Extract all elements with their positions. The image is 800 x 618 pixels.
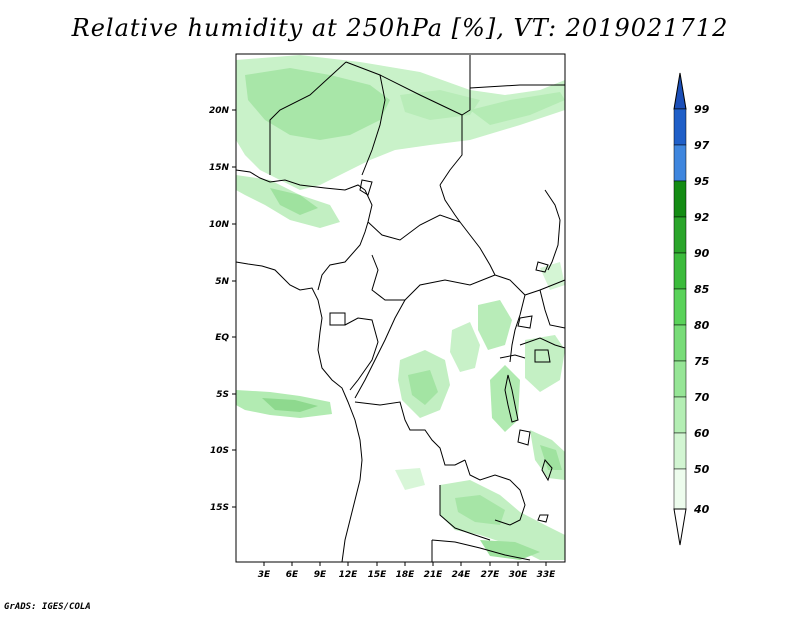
lat-label: 20N (209, 106, 230, 116)
colorbar-top-arrow (673, 72, 687, 110)
lat-axis (232, 109, 236, 508)
colorbar: 99 97 95 92 90 85 80 75 70 60 50 40 (673, 72, 710, 546)
map-title: Relative humidity at 250hPa [%], VT: 201… (71, 14, 729, 42)
colorbar-segment (673, 108, 687, 146)
colorbar-label: 60 (694, 427, 710, 440)
colorbar-bottom-arrow (673, 508, 687, 546)
lon-label: 3E (258, 570, 271, 580)
colorbar-label: 70 (694, 391, 710, 404)
colorbar-segment (673, 144, 687, 182)
country-borders (235, 55, 566, 563)
colorbar-segment (673, 216, 687, 254)
lat-labels: 20N 15N 10N 5N EQ 5S 10S 15S (209, 106, 230, 513)
lon-label: 33E (537, 570, 557, 580)
lon-label: 9E (314, 570, 327, 580)
colorbar-segment (673, 288, 687, 326)
colorbar-label: 80 (694, 319, 710, 332)
lon-label: 24E (452, 570, 472, 580)
colorbar-label: 50 (694, 463, 710, 476)
colorbar-segment (673, 180, 687, 218)
colorbar-segment (673, 360, 687, 398)
colorbar-label: 90 (694, 247, 710, 260)
colorbar-segment (673, 396, 687, 434)
grads-credit: GrADS: IGES/COLA (4, 602, 91, 612)
lon-label: 21E (424, 570, 444, 580)
lat-label: 5S (216, 390, 229, 400)
lon-axis (263, 562, 547, 566)
lakes (359, 179, 553, 523)
lon-label: 12E (339, 570, 359, 580)
lat-label: 10S (210, 446, 229, 456)
humidity-shading (236, 55, 565, 560)
lat-label: 15N (209, 163, 230, 173)
colorbar-label: 75 (694, 355, 710, 368)
colorbar-label: 40 (693, 503, 710, 516)
colorbar-segment (673, 324, 687, 362)
lat-label: 5N (215, 277, 229, 287)
lon-labels: 3E 6E 9E 12E 15E 18E 21E 24E 27E 30E 33E (258, 570, 556, 580)
lon-label: 18E (396, 570, 416, 580)
colorbar-segment (673, 468, 687, 510)
lat-label: 10N (209, 220, 230, 230)
lon-label: 15E (368, 570, 388, 580)
colorbar-label: 99 (694, 103, 710, 116)
lon-label: 6E (286, 570, 299, 580)
lat-label: EQ (215, 333, 229, 343)
colorbar-segment (673, 252, 687, 290)
colorbar-label: 85 (694, 283, 710, 296)
map-frame (235, 53, 566, 563)
lon-label: 30E (509, 570, 529, 580)
colorbar-label: 97 (694, 139, 710, 152)
lat-label: 15S (210, 503, 229, 513)
colorbar-segment (673, 432, 687, 470)
colorbar-label: 92 (694, 211, 710, 224)
lon-label: 27E (481, 570, 501, 580)
colorbar-label: 95 (694, 175, 710, 188)
